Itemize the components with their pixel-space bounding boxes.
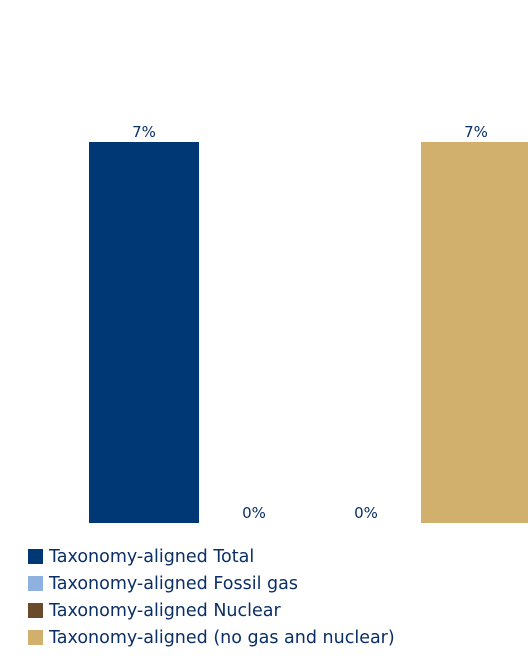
legend-label-fossil-gas: Taxonomy-aligned Fossil gas — [49, 573, 298, 594]
legend-label-no-gas-nuclear: Taxonomy-aligned (no gas and nuclear) — [49, 627, 395, 648]
data-label-no-gas-nuclear: 7% — [464, 123, 488, 141]
legend-label-total: Taxonomy-aligned Total — [49, 546, 255, 567]
legend-swatch-no-gas-nuclear — [28, 630, 43, 645]
chart-area: 7% 0% 0% 7% — [89, 123, 528, 523]
chart-legend: Taxonomy-aligned Total Taxonomy-aligned … — [28, 543, 518, 651]
data-label-nuclear: 0% — [354, 504, 378, 522]
bar-total — [89, 142, 199, 523]
data-label-fossil-gas: 0% — [242, 504, 266, 522]
legend-swatch-fossil-gas — [28, 576, 43, 591]
legend-item-nuclear: Taxonomy-aligned Nuclear — [28, 597, 518, 624]
legend-swatch-total — [28, 549, 43, 564]
bar-chart: 7% 0% 0% 7% — [89, 123, 528, 523]
legend-item-fossil-gas: Taxonomy-aligned Fossil gas — [28, 570, 518, 597]
bar-no-gas-nuclear — [421, 142, 528, 523]
legend-item-total: Taxonomy-aligned Total — [28, 543, 518, 570]
legend-item-no-gas-nuclear: Taxonomy-aligned (no gas and nuclear) — [28, 624, 518, 651]
data-label-total: 7% — [132, 123, 156, 141]
legend-swatch-nuclear — [28, 603, 43, 618]
legend-label-nuclear: Taxonomy-aligned Nuclear — [49, 600, 281, 621]
